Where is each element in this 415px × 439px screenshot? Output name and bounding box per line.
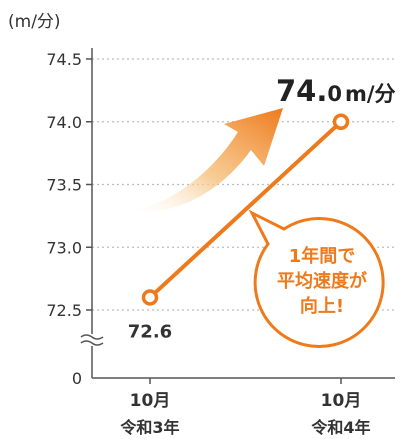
callout-line-2: 平均速度が: [277, 270, 367, 292]
x-tick-label-month: 10月: [321, 391, 362, 411]
data-label-end-small: 0: [327, 82, 342, 106]
callout-bubble: 1年間で 平均速度が 向上!: [248, 209, 385, 348]
series-line: [148, 120, 343, 299]
x-tick-label-month: 10月: [130, 391, 171, 411]
y-tick-label-zero: 0: [72, 369, 82, 388]
data-point: [332, 113, 350, 130]
y-tick-label: 73.0: [46, 238, 82, 257]
series: [141, 113, 350, 306]
callout-line-3: 向上!: [300, 295, 344, 317]
y-tick-label: 74.5: [46, 50, 82, 69]
data-label-end-unit: m/分: [345, 82, 396, 106]
x-tick-label-year: 令和3年: [119, 418, 179, 437]
data-label-end: 74.0 m/分: [276, 74, 396, 108]
y-tick-label: 73.5: [46, 176, 82, 195]
data-label-start: 72.6: [128, 321, 172, 342]
y-tick-label: 74.0: [46, 113, 82, 132]
x-tick-label-year: 令和4年: [310, 418, 370, 437]
y-axis-unit-label: (m/分): [8, 12, 61, 32]
data-point: [141, 289, 159, 306]
y-tick-label: 72.5: [46, 301, 82, 320]
trend-arrow: [122, 108, 283, 213]
y-ticks: 74.5 74.0 73.5 73.0 72.5: [46, 50, 92, 320]
callout-line-1: 1年間で: [289, 245, 356, 267]
axis-break-mark: [80, 334, 104, 346]
callout-shape: [248, 209, 385, 348]
data-label-end-big: 74.: [276, 74, 327, 108]
